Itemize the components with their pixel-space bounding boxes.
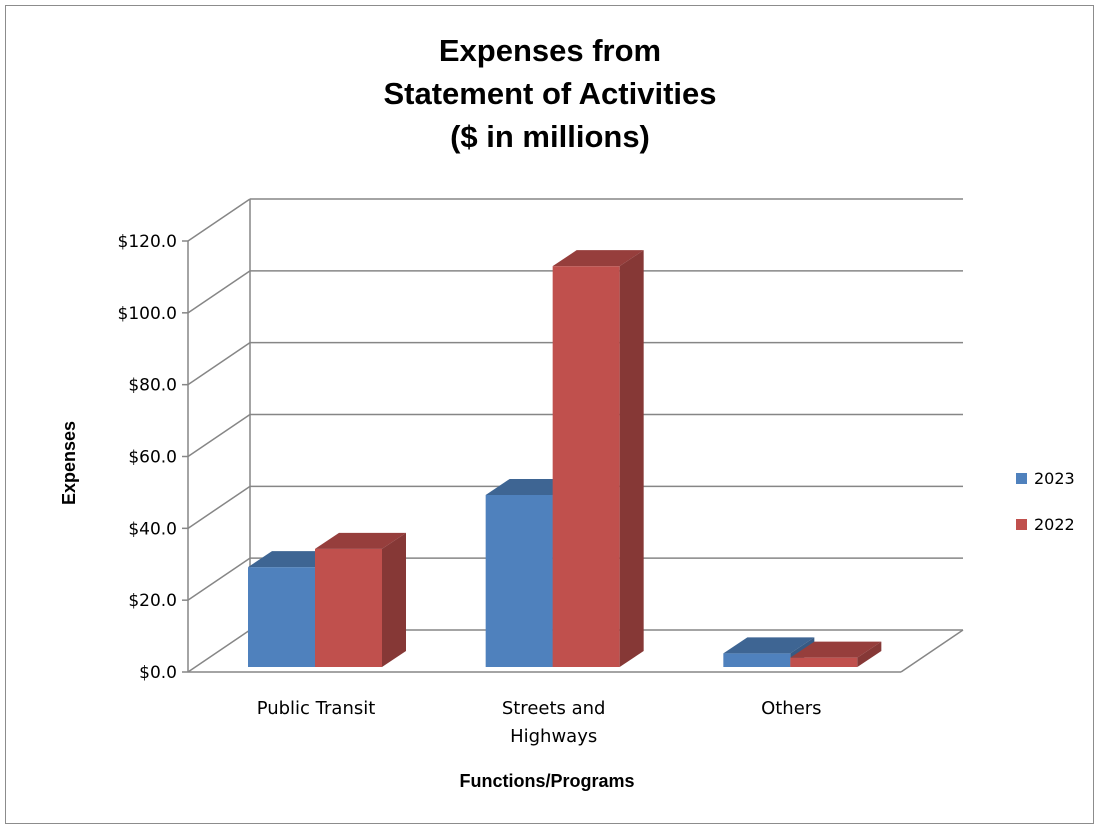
- chart-frame: Expenses from Statement of Activities ($ i…: [5, 5, 1094, 824]
- chart-title: Expenses from Statement of Activities ($ i…: [383, 33, 716, 154]
- x-axis-categories: Public Transit Streets and Highways Others: [257, 698, 822, 747]
- gridline-diagonal: [187, 413, 251, 458]
- y-tick-label: $0.0: [139, 663, 177, 683]
- chart-title-line: ($ in millions): [450, 119, 650, 154]
- y-tick-label: $120.0: [118, 232, 177, 252]
- floor-right-edge: [900, 629, 964, 673]
- legend-item-2023: 2023: [1016, 469, 1075, 488]
- x-tick-label: Streets and: [502, 698, 606, 719]
- legend-swatch: [1016, 519, 1027, 530]
- x-tick-label: Others: [761, 698, 822, 719]
- bar-side: [619, 250, 644, 668]
- gridline-diagonal: [187, 557, 251, 601]
- legend-label: 2023: [1034, 469, 1075, 488]
- bar-front: [315, 548, 382, 667]
- gridline-diagonal: [187, 342, 251, 386]
- bar-side: [382, 532, 406, 667]
- chart-title-line: Statement of Activities: [383, 76, 716, 111]
- legend: 2023 2022: [1016, 469, 1075, 534]
- x-tick-label: Highways: [510, 726, 597, 747]
- bar-front: [723, 653, 791, 667]
- y-tick-label: $40.0: [128, 519, 177, 539]
- y-tick-label: $80.0: [128, 376, 177, 396]
- y-tick-label: $60.0: [128, 448, 177, 468]
- y-tick-label: $20.0: [128, 591, 177, 611]
- bar-front: [790, 657, 858, 667]
- legend-swatch: [1016, 473, 1027, 484]
- bar-front: [552, 266, 620, 667]
- x-tick-label: Public Transit: [257, 698, 376, 719]
- y-tick-label: $100.0: [118, 304, 177, 324]
- gridline-diagonal: [187, 485, 251, 529]
- bar-side: [857, 641, 882, 667]
- legend-label: 2022: [1034, 515, 1075, 534]
- bars: [248, 250, 882, 668]
- x-axis-title: Functions/Programs: [459, 771, 634, 791]
- bar-front: [485, 494, 553, 667]
- gridline-diagonal: [187, 629, 251, 673]
- bar-2022-2: [790, 641, 882, 667]
- y-axis-title: Expenses: [59, 421, 79, 505]
- bar-top: [790, 641, 882, 658]
- bar-top: [315, 532, 406, 549]
- bar-top: [552, 250, 644, 267]
- chart-title-line: Expenses from: [439, 33, 661, 68]
- bar-2022-0: [315, 532, 406, 667]
- legend-item-2022: 2022: [1016, 515, 1075, 534]
- gridline-diagonal: [187, 270, 251, 314]
- bar-top: [723, 637, 815, 654]
- y-axis-ticks: $0.0 $20.0 $40.0 $60.0 $80.0 $100.0 $120.0: [118, 232, 177, 683]
- bar-front: [248, 567, 315, 667]
- gridline-diagonal: [187, 198, 251, 242]
- chart-svg: Expenses from Statement of Activities ($ i…: [59, 33, 1075, 791]
- bar-2022-1: [552, 250, 644, 668]
